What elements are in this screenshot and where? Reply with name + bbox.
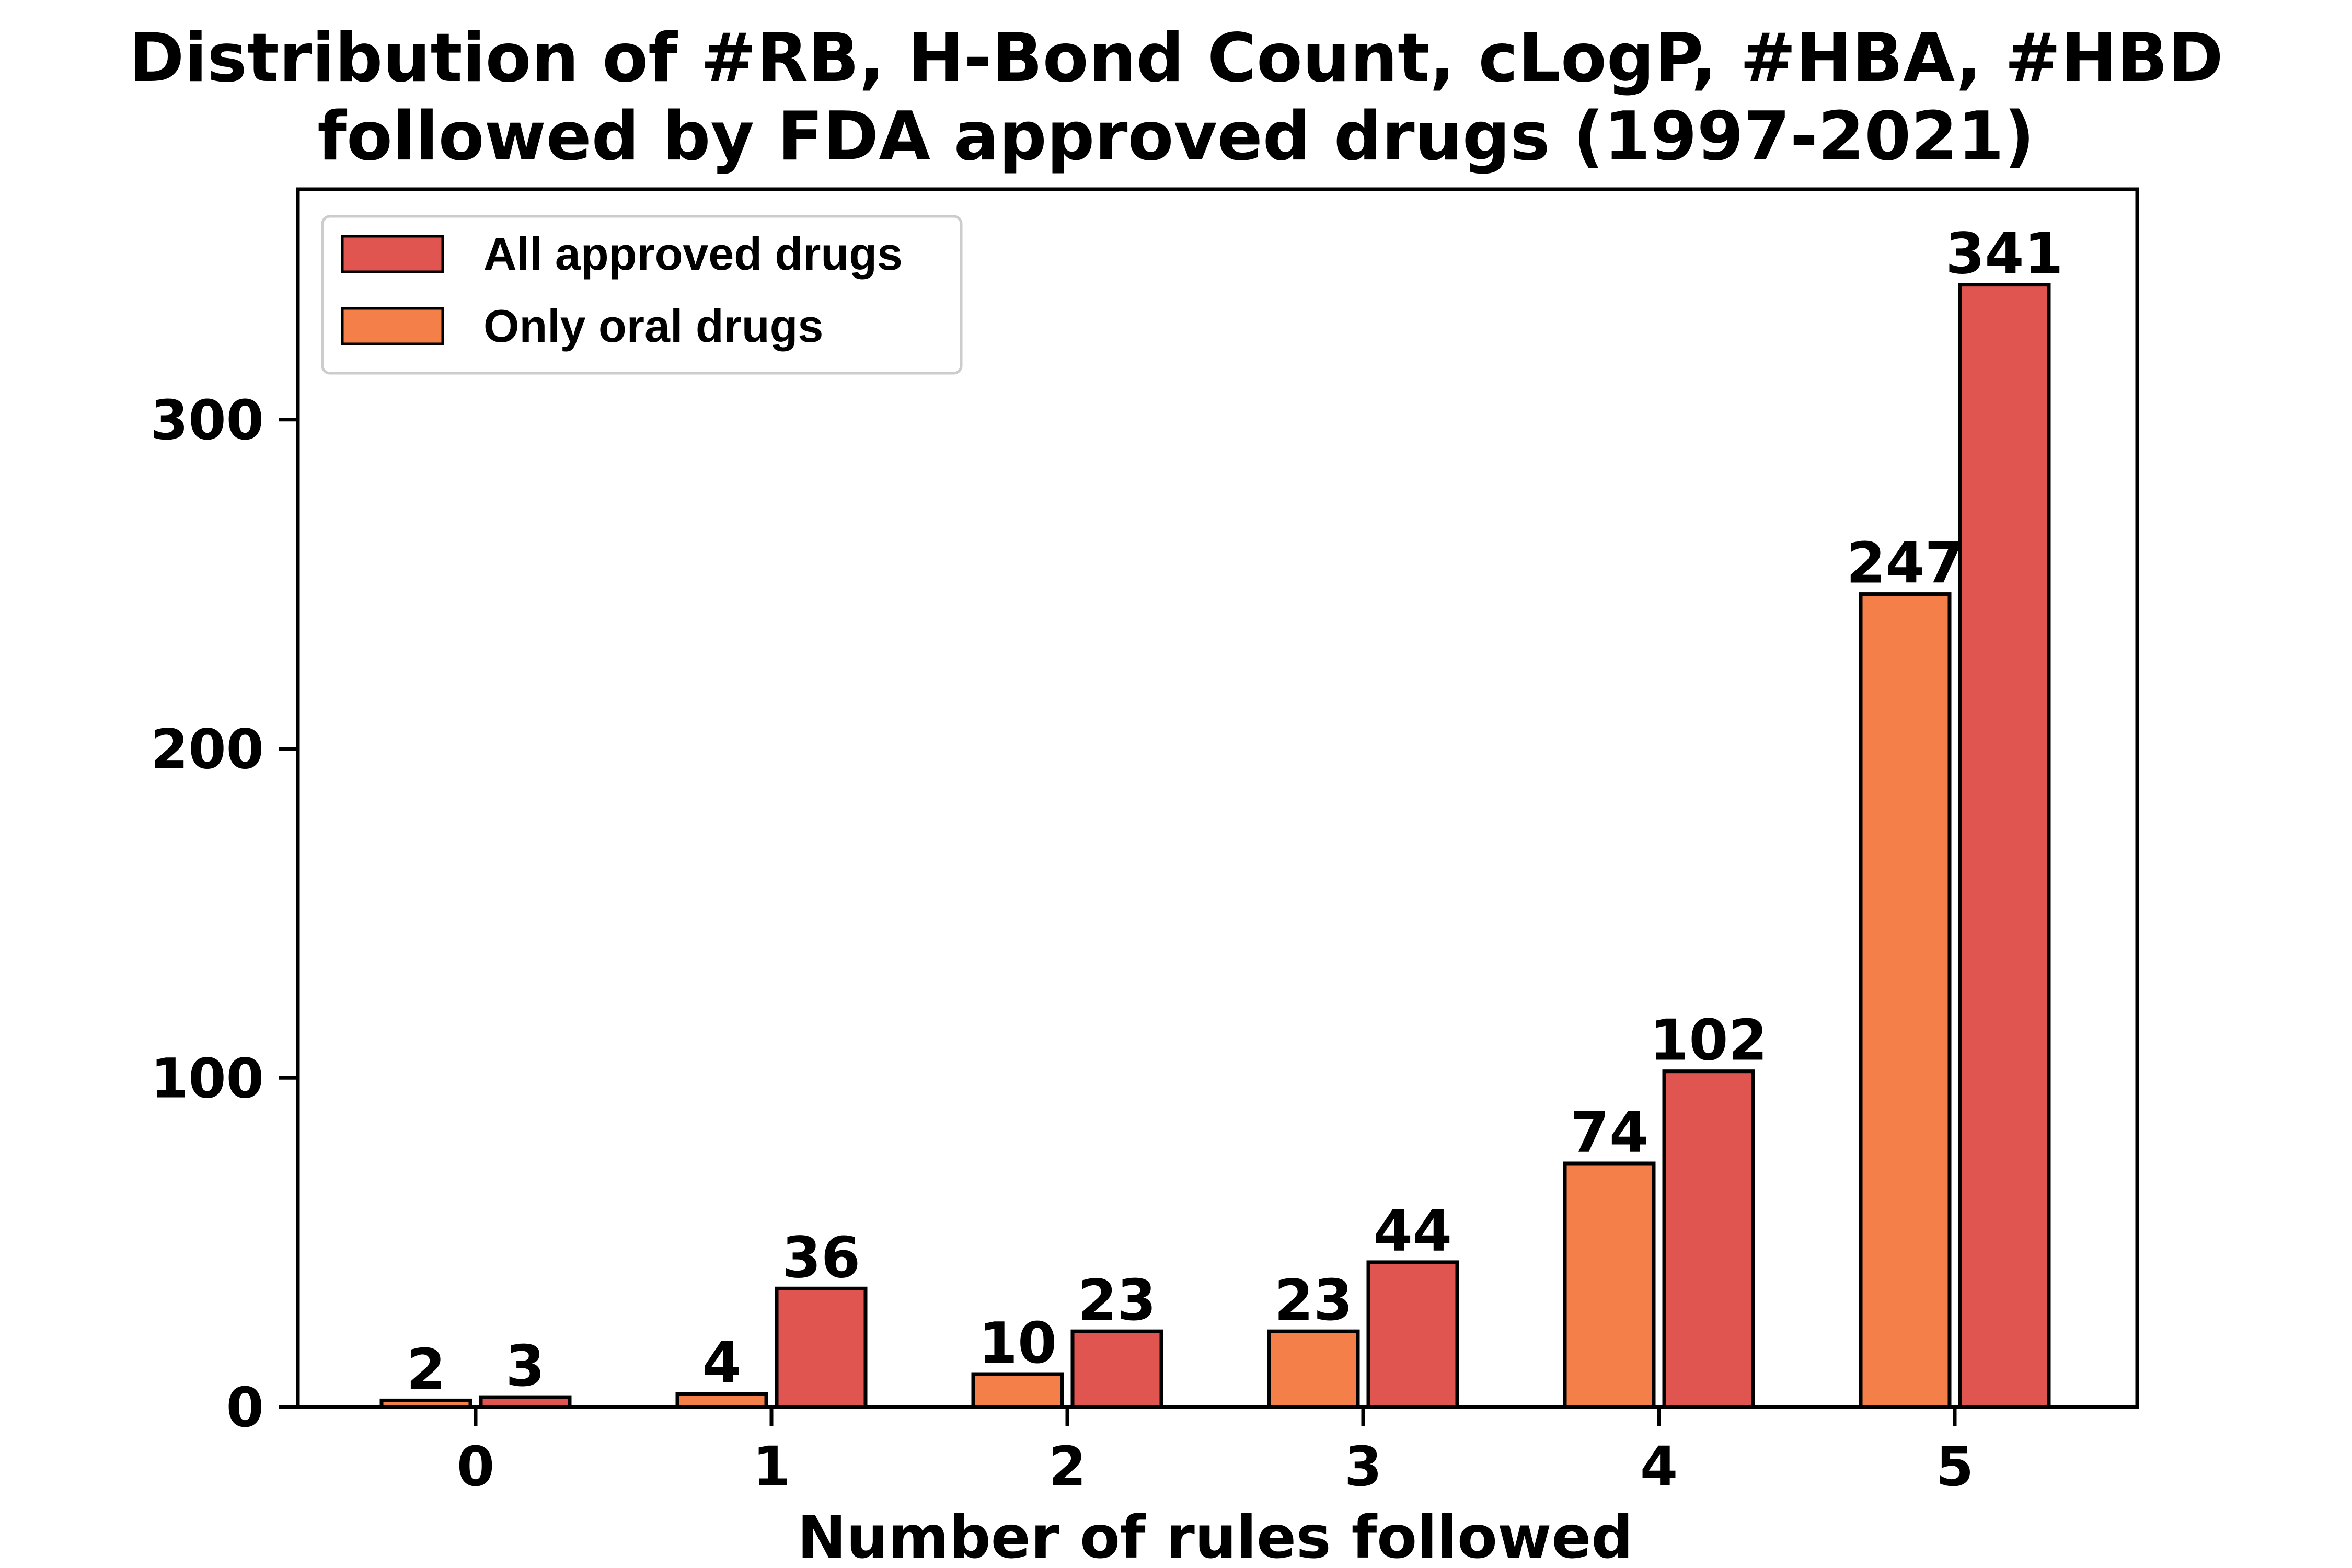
data-label-all-approved-drugs-5: 341: [1945, 222, 2063, 287]
data-label-only-oral-drugs-0: 2: [406, 1337, 445, 1402]
chart-title-line-1: Distribution of #RB, H-Bond Count, cLogP…: [129, 19, 2223, 97]
data-label-only-oral-drugs-2: 10: [978, 1311, 1057, 1376]
legend-box: [321, 215, 963, 375]
bar-all-approved-drugs-2: [1070, 1329, 1163, 1409]
bar-only-oral-drugs-5: [1859, 592, 1952, 1409]
x-tick-label-0: 0: [457, 1435, 494, 1498]
bar-only-oral-drugs-3: [1267, 1329, 1360, 1409]
data-label-only-oral-drugs-1: 4: [702, 1331, 741, 1396]
bar-all-approved-drugs-0: [479, 1395, 572, 1409]
bar-all-approved-drugs-4: [1662, 1069, 1755, 1409]
legend-label-only-oral-drugs: Only oral drugs: [483, 300, 823, 352]
legend: All approved drugs Only oral drugs: [321, 215, 963, 375]
chart-title-line-2: followed by FDA approved drugs (1997-202…: [317, 98, 2035, 176]
legend-swatch-only-oral-drugs: [341, 307, 444, 345]
x-tick-label-2: 2: [1048, 1435, 1086, 1498]
bar-only-oral-drugs-4: [1563, 1161, 1656, 1409]
y-tick-label-300: 300: [151, 388, 264, 452]
bar-only-oral-drugs-2: [971, 1372, 1064, 1409]
x-tick-label-1: 1: [753, 1435, 790, 1498]
x-axis-title: Number of rules followed: [797, 1504, 1633, 1568]
data-label-all-approved-drugs-4: 102: [1650, 1008, 1767, 1074]
plot-area-frame: [296, 187, 2139, 1409]
data-label-only-oral-drugs-3: 23: [1274, 1268, 1353, 1333]
data-label-all-approved-drugs-2: 23: [1078, 1268, 1156, 1333]
bars-layer: [379, 283, 2051, 1409]
legend-swatch-all-approved-drugs: [341, 235, 444, 273]
bar-all-approved-drugs-3: [1366, 1260, 1459, 1409]
data-label-all-approved-drugs-1: 36: [782, 1225, 860, 1290]
y-tick-label-200: 200: [151, 718, 264, 781]
x-tick-label-5: 5: [1936, 1435, 1974, 1498]
x-tick-label-4: 4: [1640, 1435, 1678, 1498]
bar-only-oral-drugs-1: [675, 1392, 768, 1409]
legend-label-all-approved-drugs: All approved drugs: [483, 228, 903, 280]
y-tick-label-100: 100: [151, 1046, 264, 1110]
bar-all-approved-drugs-5: [1958, 283, 2051, 1409]
bar-only-oral-drugs-0: [379, 1398, 472, 1409]
data-label-only-oral-drugs-5: 247: [1846, 531, 1964, 596]
data-label-all-approved-drugs-3: 44: [1374, 1199, 1452, 1264]
y-tick-label-0: 0: [226, 1376, 264, 1439]
x-tick-label-3: 3: [1344, 1435, 1382, 1498]
data-label-all-approved-drugs-0: 3: [505, 1334, 545, 1399]
bar-all-approved-drugs-1: [775, 1286, 868, 1409]
data-label-only-oral-drugs-4: 74: [1570, 1100, 1648, 1166]
